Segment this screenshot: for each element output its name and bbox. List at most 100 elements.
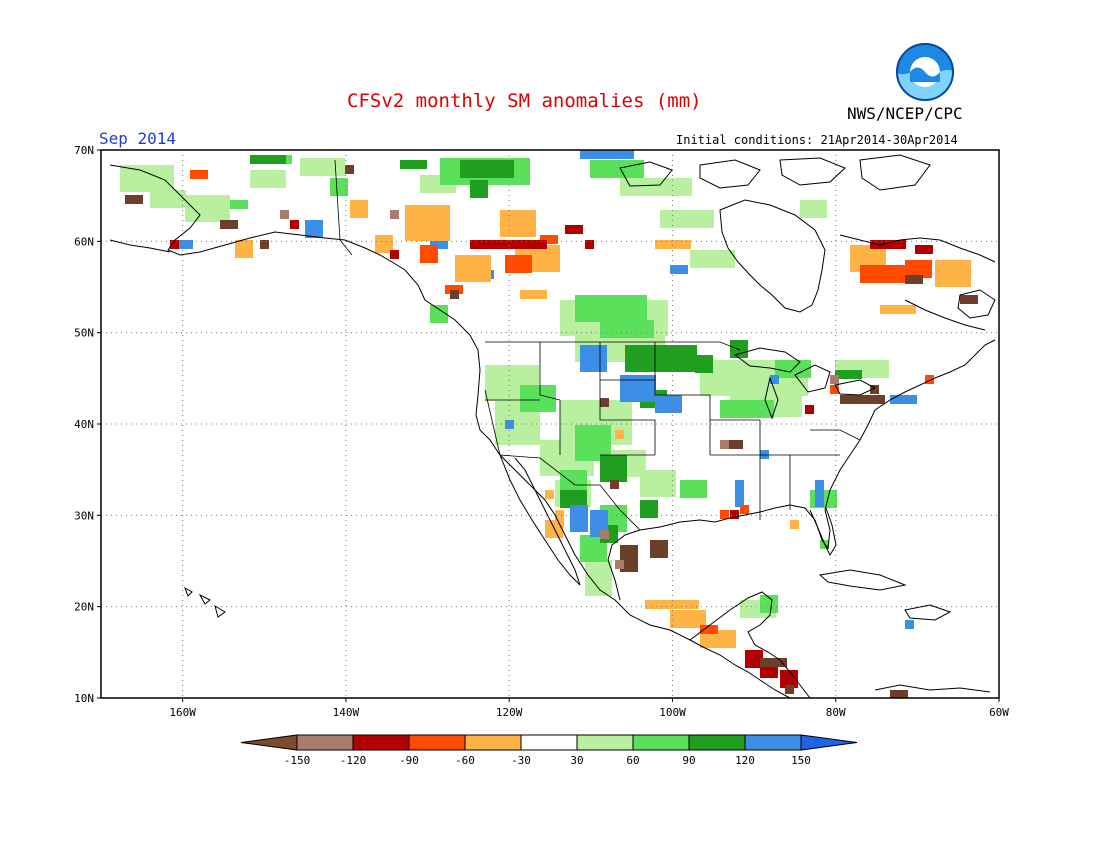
anomaly-cell	[603, 569, 612, 578]
anomaly-cell	[555, 489, 564, 498]
anomaly-cell	[876, 395, 885, 404]
anomaly-cell	[429, 184, 438, 193]
anomaly-cell	[503, 176, 512, 185]
anomaly-cell	[784, 360, 793, 369]
anomaly-cell	[690, 250, 699, 259]
lat-label: 30N	[74, 509, 94, 522]
anomaly-cell	[529, 240, 538, 249]
anomaly-cell	[670, 619, 679, 628]
anomaly-cell	[614, 409, 623, 418]
anomaly-cell	[887, 274, 896, 283]
anomaly-cell	[578, 327, 587, 336]
anomaly-cell	[432, 223, 441, 232]
anomaly-cell	[545, 529, 554, 538]
anomaly-cell	[670, 363, 679, 372]
anomaly-cell	[620, 313, 629, 322]
anomaly-cell	[611, 295, 620, 304]
lat-label: 60N	[74, 235, 94, 248]
anomaly-cell	[790, 520, 799, 529]
anomaly-cell	[754, 650, 763, 659]
anomaly-cell	[314, 229, 323, 238]
anomaly-cell	[560, 427, 569, 436]
anomaly-cell	[709, 369, 718, 378]
anomaly-cell	[345, 165, 354, 174]
anomaly-cell	[432, 205, 441, 214]
anomaly-cell	[835, 360, 844, 369]
anomaly-cell	[650, 309, 659, 318]
anomaly-cell	[159, 199, 168, 208]
anomaly-cell	[520, 403, 529, 412]
anomaly-cell	[645, 600, 654, 609]
color-bar-label: 60	[626, 754, 639, 767]
anomaly-cell	[500, 219, 509, 228]
anomaly-cell	[575, 295, 584, 304]
anomaly-cell	[660, 219, 669, 228]
anomaly-cell	[602, 335, 611, 344]
anomaly-cell	[650, 300, 659, 309]
anomaly-cell	[688, 345, 697, 354]
anomaly-cell	[600, 505, 609, 514]
anomaly-cell	[647, 393, 656, 402]
anomaly-cell	[709, 625, 718, 634]
anomaly-cell	[887, 265, 896, 274]
anomaly-cell	[277, 170, 286, 179]
anomaly-cell	[277, 155, 286, 164]
anomaly-cell	[439, 314, 448, 323]
anomaly-cell	[640, 470, 649, 479]
anomaly-cell	[567, 458, 576, 467]
anomaly-cell	[727, 360, 736, 369]
anomaly-cell	[629, 304, 638, 313]
anomaly-cell	[589, 544, 598, 553]
anomaly-cell	[185, 213, 194, 222]
anomaly-cell	[590, 528, 599, 537]
anomaly-cell	[688, 363, 697, 372]
anomaly-cell	[735, 498, 744, 507]
anomaly-cell	[479, 189, 488, 198]
anomaly-cell	[760, 658, 769, 667]
anomaly-cell	[521, 158, 530, 167]
anomaly-cell	[670, 345, 679, 354]
anomaly-cell	[700, 630, 709, 639]
anomaly-cell	[623, 418, 632, 427]
anomaly-cell	[870, 240, 879, 249]
anomaly-cell	[598, 544, 607, 553]
anomaly-cell	[482, 264, 491, 273]
anomaly-cell	[763, 360, 772, 369]
anomaly-cell	[614, 418, 623, 427]
anomaly-cell	[618, 505, 627, 514]
anomaly-cell	[531, 427, 540, 436]
anomaly-cell	[309, 167, 318, 176]
anomaly-cell	[655, 395, 664, 404]
anomaly-cell	[660, 210, 669, 219]
anomaly-cell	[775, 390, 784, 399]
anomaly-cell	[542, 263, 551, 272]
anomaly-cell	[620, 545, 629, 554]
anomaly-cell	[268, 179, 277, 188]
anomaly-cell	[718, 378, 727, 387]
anomaly-cell	[867, 395, 876, 404]
anomaly-cell	[696, 210, 705, 219]
anomaly-cell	[283, 155, 292, 164]
anomaly-cell	[730, 390, 739, 399]
anomaly-cell	[740, 600, 749, 609]
lon-label: 80W	[826, 706, 846, 719]
anomaly-cell	[729, 409, 738, 418]
political-borders	[334, 159, 861, 531]
anomaly-cell	[522, 409, 531, 418]
anomaly-cell	[220, 220, 229, 229]
anomaly-cell	[560, 327, 569, 336]
anomaly-cell	[569, 499, 578, 508]
anomaly-cell	[602, 304, 611, 313]
anomaly-cell	[649, 488, 658, 497]
anomaly-cell	[745, 360, 754, 369]
anomaly-cell	[593, 313, 602, 322]
anomaly-cell	[645, 320, 654, 329]
anomaly-cell	[441, 223, 450, 232]
anomaly-cell	[616, 150, 625, 159]
anomaly-cell	[688, 354, 697, 363]
anomaly-cell	[460, 160, 469, 169]
anomaly-cell	[652, 354, 661, 363]
anomaly-cell	[634, 345, 643, 354]
anomaly-cell	[640, 500, 649, 509]
